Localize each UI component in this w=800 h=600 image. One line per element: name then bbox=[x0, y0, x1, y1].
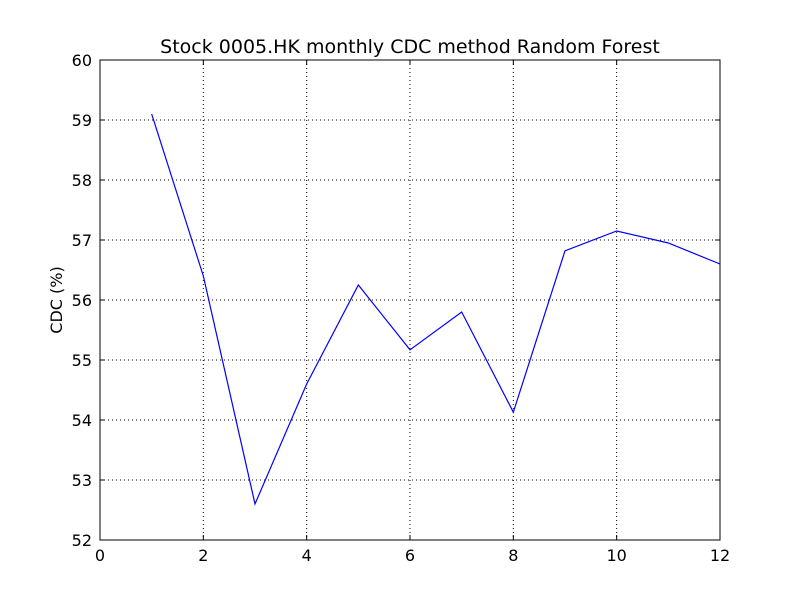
y-tick-label: 52 bbox=[72, 531, 92, 550]
y-axis-label: CDC (%) bbox=[47, 266, 66, 333]
x-tick-label: 4 bbox=[302, 546, 312, 565]
y-tick-label: 53 bbox=[72, 471, 92, 490]
x-tick-label: 12 bbox=[710, 546, 730, 565]
chart-title: Stock 0005.HK monthly CDC method Random … bbox=[160, 36, 660, 58]
x-tick-label: 8 bbox=[508, 546, 518, 565]
x-tick-label: 2 bbox=[198, 546, 208, 565]
grid bbox=[100, 60, 720, 540]
series-layer bbox=[151, 113, 721, 506]
y-tick-label: 57 bbox=[72, 231, 92, 250]
axis-ticks: 0 2 4 6 8 10 12 52 53 54 55 56 57 58 59 60 bbox=[72, 51, 731, 565]
x-tick-label: 6 bbox=[405, 546, 415, 565]
y-tick-label: 59 bbox=[72, 111, 92, 130]
y-tick-label: 55 bbox=[72, 351, 92, 370]
y-tick-label: 56 bbox=[72, 291, 92, 310]
x-tick-label: 0 bbox=[95, 546, 105, 565]
x-tick-label: 10 bbox=[606, 546, 626, 565]
series-line bbox=[151, 113, 721, 506]
y-tick-label: 58 bbox=[72, 171, 92, 190]
y-tick-label: 60 bbox=[72, 51, 92, 70]
y-tick-label: 54 bbox=[72, 411, 92, 430]
